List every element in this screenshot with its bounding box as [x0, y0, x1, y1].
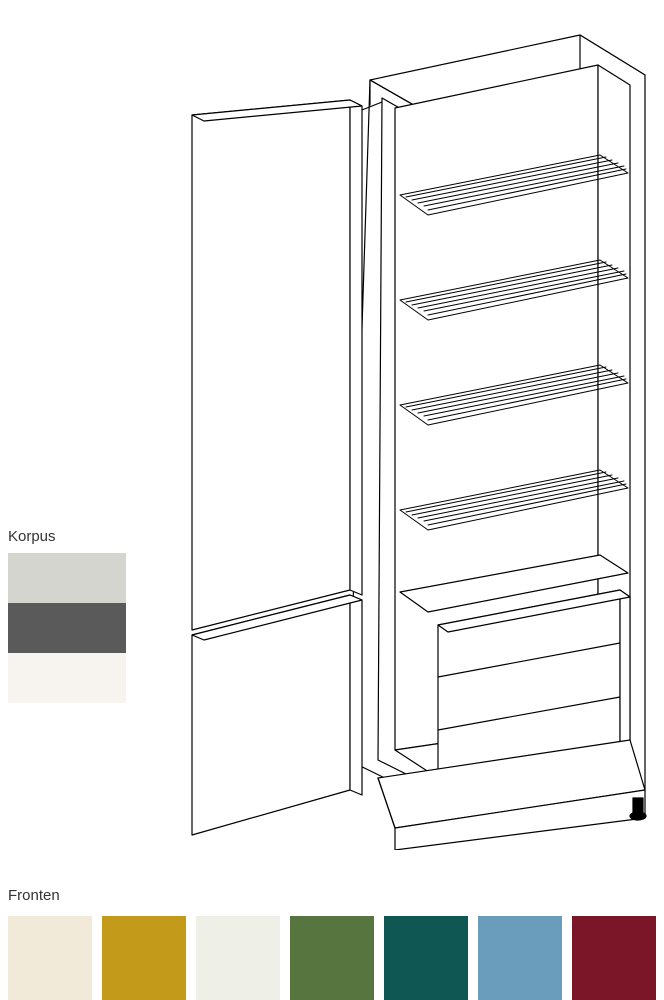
korpus-label: Korpus — [8, 528, 126, 545]
fronten-swatch[interactable] — [478, 916, 562, 1000]
fronten-label: Fronten — [8, 887, 656, 904]
fronten-section: Fronten — [8, 887, 656, 1000]
fronten-swatch[interactable] — [290, 916, 374, 1000]
cabinet-diagram — [150, 20, 650, 850]
korpus-swatches — [8, 553, 126, 703]
korpus-swatch[interactable] — [8, 603, 126, 653]
korpus-section: Korpus — [8, 528, 126, 703]
fronten-swatch[interactable] — [8, 916, 92, 1000]
fronten-swatch[interactable] — [384, 916, 468, 1000]
fronten-swatch[interactable] — [196, 916, 280, 1000]
fronten-swatches — [8, 916, 656, 1000]
korpus-swatch[interactable] — [8, 553, 126, 603]
korpus-swatch[interactable] — [8, 653, 126, 703]
fronten-swatch[interactable] — [572, 916, 656, 1000]
fronten-swatch[interactable] — [102, 916, 186, 1000]
